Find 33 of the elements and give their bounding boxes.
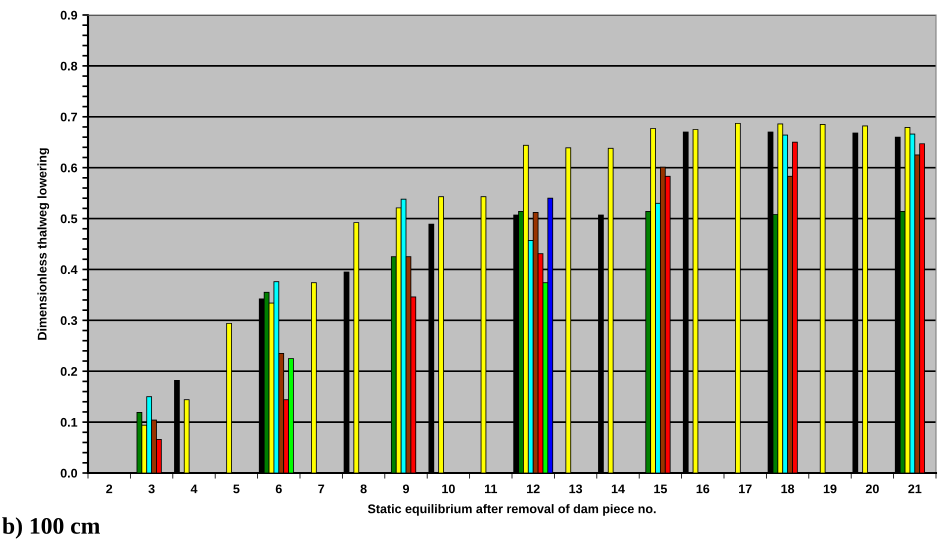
x-tick-label: 6 — [276, 484, 282, 494]
x-tick-label: 5 — [233, 484, 240, 494]
x-tick-label: 18 — [781, 484, 794, 494]
x-tick-label: 14 — [612, 484, 625, 494]
x-tick-label: 20 — [866, 484, 879, 494]
y-tick-label: 0.5 — [60, 214, 78, 224]
y-tick-label: 0.6 — [60, 163, 78, 172]
y-tick-label: 0.0 — [60, 468, 78, 478]
x-tick-label: 2 — [106, 484, 112, 494]
x-tick-label: 10 — [442, 484, 455, 494]
x-tick-label: 11 — [484, 484, 498, 494]
x-tick-label: 3 — [148, 484, 155, 494]
y-tick-label: 0.2 — [60, 367, 78, 376]
x-tick-label: 19 — [824, 484, 836, 494]
x-axis-title: Static equilibrium after removal of dam piece no. — [368, 504, 656, 516]
y-tick-label: 0.7 — [60, 112, 78, 122]
x-tick-label: 8 — [360, 484, 367, 494]
y-tick-label: 0.8 — [60, 62, 78, 71]
x-tick-label: 4 — [190, 484, 198, 494]
y-axis-title: Dimensionless thalweg lowering — [37, 148, 50, 340]
y-tick-label: 0.3 — [60, 316, 78, 326]
x-tick-label: 21 — [908, 484, 922, 494]
y-tick-label: 0.1 — [60, 418, 78, 427]
x-tick-label: 13 — [569, 484, 582, 494]
text: b) 100 cm — [2, 517, 100, 539]
y-tick-label: 0.4 — [60, 265, 78, 274]
x-tick-label: 12 — [527, 484, 540, 494]
x-tick-label: 17 — [739, 484, 752, 494]
x-tick-label: 7 — [318, 484, 324, 494]
x-tick-label: 9 — [402, 484, 410, 494]
x-tick-label: 16 — [696, 484, 710, 494]
y-tick-label: 0.9 — [60, 10, 78, 20]
x-tick-label: 15 — [654, 484, 668, 494]
